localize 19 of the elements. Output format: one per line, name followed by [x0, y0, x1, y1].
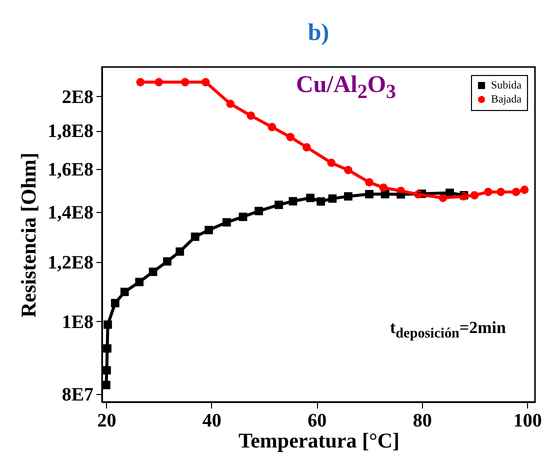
x-tick-label: 100 [513, 410, 542, 432]
y-tick-label: 2E8 [62, 86, 94, 108]
y-axis-title: Resistencia [Ohm] [16, 152, 41, 318]
y-tick-label: 1,8E8 [48, 121, 94, 142]
x-axis-title: Temperatura [°C] [238, 428, 400, 452]
y-tick-label: 1,6E8 [48, 159, 94, 180]
x-tick-label: 60 [308, 410, 327, 432]
y-tick-label: 1,2E8 [48, 252, 94, 274]
y-tick-label: 1E8 [62, 312, 94, 333]
x-tick-label: 80 [412, 410, 432, 432]
y-tick-label: 1,4E8 [48, 202, 94, 224]
y-tick-label: 8E7 [62, 384, 94, 406]
annotation: t$_{deposición}$=2min [390, 318, 506, 342]
annotation: Cu/Al$_{2}$O$_{3}$ [296, 72, 396, 104]
chart-title: b) [308, 20, 330, 46]
x-tick-label: 20 [97, 410, 116, 432]
x-tick-label: 40 [202, 410, 222, 432]
legend-label: Bajada [491, 94, 522, 106]
legend-label: Subida [491, 80, 522, 92]
